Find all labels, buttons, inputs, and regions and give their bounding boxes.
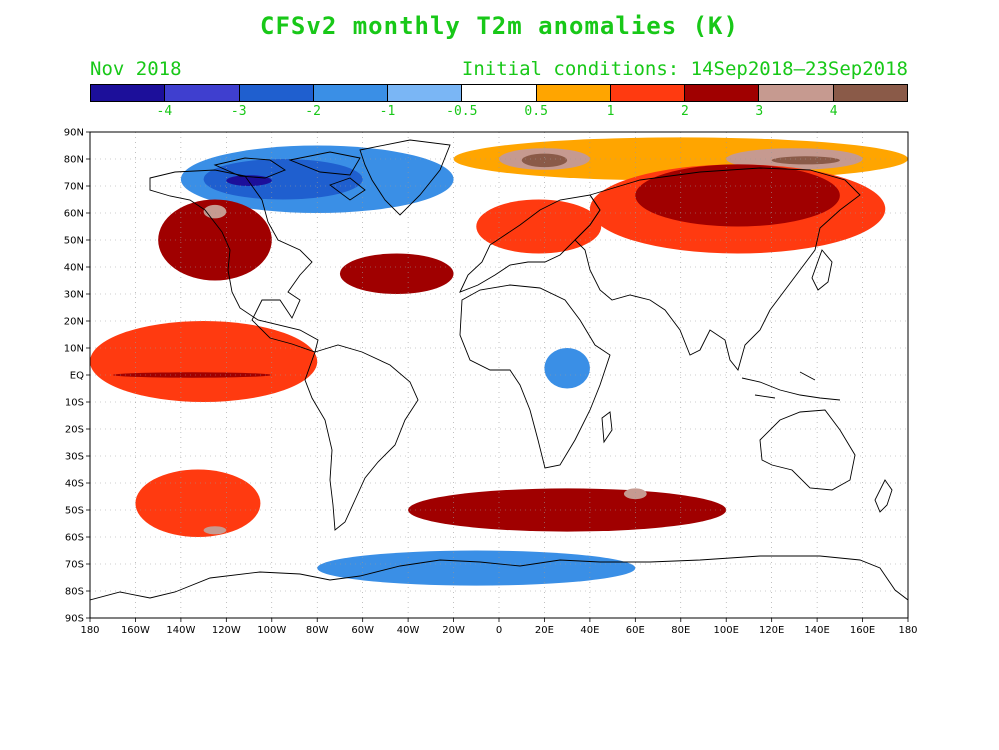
lon-label: 80E (671, 625, 690, 636)
color-swatch (759, 85, 834, 101)
anomaly-equatorial-pacific-strip (112, 372, 272, 378)
color-swatch (388, 85, 463, 101)
coast-north-america (149, 169, 319, 353)
anomaly-canada-arctic-colder (203, 159, 363, 200)
lat-label: EQ (70, 371, 84, 382)
axis-labels: 90N 80N 70N 60N 50N 40N 30N 20N 10N EQ 10S 20S 30S 40… (64, 128, 918, 637)
color-swatch (91, 85, 166, 101)
coast-indonesia (741, 371, 841, 401)
lon-label: 60E (626, 625, 645, 636)
lat-label: 80N (64, 155, 84, 166)
lat-label: 10S (65, 398, 84, 409)
color-scale-tick-label: -1 (379, 104, 396, 119)
anomaly-south-pacific-warm (135, 469, 261, 537)
anomaly-south-pacific-core (203, 526, 227, 535)
coast-japan (811, 249, 833, 291)
color-swatch (313, 85, 389, 101)
lon-label: 180 (80, 625, 99, 636)
anomaly-western-north-america-warm (158, 199, 272, 281)
lon-label: 120E (759, 625, 784, 636)
coast-africa (459, 284, 611, 469)
color-swatch (462, 85, 537, 101)
lat-label: 70S (65, 560, 84, 571)
anomaly-europe-warm (476, 199, 602, 254)
lat-label: 20N (64, 317, 84, 328)
coastlines (90, 139, 908, 601)
lat-label: 10N (64, 344, 84, 355)
color-swatch (610, 85, 686, 101)
lat-label: 20S (65, 425, 84, 436)
lat-label: 60S (65, 533, 84, 544)
coast-asia (574, 167, 861, 371)
anomaly-kara-laptev-core (771, 156, 840, 165)
lon-label: 40E (580, 625, 599, 636)
anomaly-alaska-core (203, 204, 227, 219)
color-scale-tick-label: -2 (305, 104, 321, 119)
anomaly-east-africa-cool (544, 348, 590, 389)
coast-madagascar (601, 411, 613, 444)
anomaly-north-atlantic-warm (339, 253, 454, 294)
lon-label: 120W (212, 625, 241, 636)
color-scale-tick-label: -0.5 (446, 104, 478, 119)
coast-arctic-islands (213, 151, 366, 201)
graticule (90, 132, 908, 618)
color-swatch (165, 85, 240, 101)
lon-label: 180 (898, 625, 917, 636)
lon-label: 20W (442, 625, 465, 636)
lon-label: 160E (850, 625, 875, 636)
initial-conditions-label: Initial conditions: 14Sep2018–23Sep2018 (461, 58, 908, 80)
lon-label: 100W (257, 625, 286, 636)
map-title: CFSv2 monthly T2m anomalies (K) (260, 12, 739, 40)
anomaly-southern-ocean-core (623, 488, 647, 500)
lon-label: 100E (714, 625, 739, 636)
color-scale-tick-label: 2 (680, 104, 689, 119)
lat-label: 30N (64, 290, 84, 301)
lat-label: 90S (65, 614, 84, 625)
lon-label: 80W (306, 625, 329, 636)
lon-label: 160W (121, 625, 150, 636)
lat-label: 40S (65, 479, 84, 490)
color-swatch (536, 85, 611, 101)
color-scale-bar (90, 84, 908, 102)
lat-label: 50N (64, 236, 84, 247)
lat-label: 80S (65, 587, 84, 598)
anomaly-tropical-pacific-warm (90, 321, 318, 402)
anomaly-southern-ocean-warm (408, 488, 727, 532)
color-scale-tick-label: 0.5 (524, 104, 548, 119)
coast-new-zealand (874, 479, 893, 513)
anomaly-barents-sea-core (521, 153, 568, 168)
lat-label: 40N (64, 263, 84, 274)
lon-label: 40W (397, 625, 420, 636)
coast-south-america (304, 344, 419, 531)
lon-label: 20E (535, 625, 554, 636)
coast-greenland (359, 139, 451, 216)
forecast-month-label: Nov 2018 (90, 58, 182, 80)
lat-label: 50S (65, 506, 84, 517)
lon-label: 140W (166, 625, 195, 636)
lat-label: 60N (64, 209, 84, 220)
coast-antarctica (90, 555, 908, 601)
lon-label: 60W (351, 625, 374, 636)
color-swatch (833, 85, 907, 101)
lat-label: 90N (64, 128, 84, 139)
lat-label: 70N (64, 182, 84, 193)
color-scale-tick-label: 1 (606, 104, 615, 119)
anomaly-siberia-very-warm (635, 164, 840, 227)
color-scale-tick-label: 3 (755, 104, 764, 119)
color-scale-tick-label: -4 (156, 104, 173, 119)
color-swatch (685, 85, 760, 101)
anomaly-antarctic-cool-patches (317, 550, 636, 586)
color-scale-tick-label: 4 (829, 104, 838, 119)
lon-label: 0 (496, 625, 502, 636)
lat-label: 30S (65, 452, 84, 463)
coast-australia (759, 409, 856, 491)
color-swatch (239, 85, 314, 101)
color-scale-tick-label: -3 (230, 104, 247, 119)
lon-label: 140E (804, 625, 829, 636)
